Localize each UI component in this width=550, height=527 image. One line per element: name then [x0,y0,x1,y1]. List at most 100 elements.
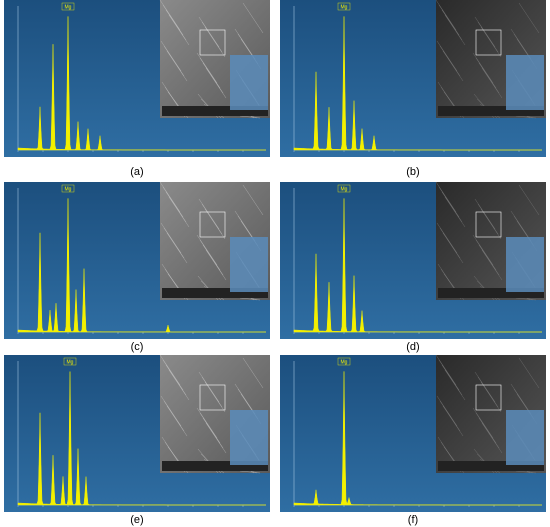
image-texture [168,196,190,228]
image-texture [239,115,261,119]
image-texture [436,40,458,72]
image-texture [205,67,227,99]
peak-label: Mg [67,360,74,366]
peak-label-box [61,184,75,193]
image-texture [162,359,184,391]
image-texture [196,407,218,439]
spectrum-panel: Mg [4,0,270,157]
image-texture [441,9,463,41]
image-texture [202,62,224,94]
image-scalebar [438,106,544,116]
panel-caption: (b) [406,166,420,178]
image-texture [474,371,496,403]
image-texture [162,4,184,36]
image-texture [168,14,190,46]
spectrum-plot: Mg [280,0,546,157]
peak-label: Mg [341,360,348,366]
image-scalebar [162,106,268,116]
image-texture [510,383,532,415]
image-texture [234,383,256,415]
results-table [506,237,544,292]
spectrum-panel: Mg [4,181,270,339]
image-texture [435,354,457,386]
image-texture [168,369,190,401]
spectrum [17,198,266,333]
image-scalebar [438,288,544,298]
image-texture [438,4,460,36]
image-texture [166,50,188,82]
image-texture [242,184,264,216]
image-texture [163,400,185,432]
results-table [506,410,544,465]
selection-box [475,211,502,238]
image-texture [478,62,500,94]
image-texture [441,191,463,223]
image-texture [163,227,185,259]
spectrum-panel: Mg [280,181,546,339]
selection-box [199,384,226,411]
image-texture [478,244,500,276]
image-texture [165,9,187,41]
image-texture [202,244,224,276]
image-texture [204,26,226,58]
image-texture [481,422,503,454]
image-texture [477,203,499,235]
image-texture [234,210,256,242]
panel-caption: (f) [407,514,419,526]
spectrum [293,198,542,333]
peak-label: Mg [341,5,348,11]
image-texture [436,395,458,427]
image-texture [202,417,224,449]
image-texture [474,198,496,230]
image-texture [166,232,188,264]
spectrum-plot: Mg [280,354,546,512]
image-scalebar [162,461,268,471]
peak-label: Mg [65,187,72,193]
image-texture [439,400,461,432]
selection-box [199,29,226,56]
image-texture [435,0,457,31]
image-texture [475,412,497,444]
image-texture [196,234,218,266]
image-texture [442,50,464,82]
selection-box [199,211,226,238]
image-texture [515,470,537,474]
image-texture [442,232,464,264]
image-texture [438,186,460,218]
image-texture [159,354,181,386]
image-texture [472,52,494,84]
image-texture [444,369,466,401]
image-texture [481,67,503,99]
image-texture [475,239,497,271]
image-texture [436,222,458,254]
image-texture [162,186,184,218]
panel-caption: (a) [130,166,144,178]
image-texture [160,395,182,427]
image-texture [198,371,220,403]
image-texture [518,184,540,216]
image-texture [198,16,220,48]
image-texture [481,249,503,281]
image-texture [474,16,496,48]
peak-label-box [337,184,351,193]
results-table [506,55,544,110]
spectrum [293,16,542,151]
image-texture [439,227,461,259]
image-texture [163,45,185,77]
image-scalebar [162,288,268,298]
image-texture [205,249,227,281]
image-texture [444,14,466,46]
image-texture [242,2,264,34]
image-texture [160,222,182,254]
results-table [230,410,268,465]
image-texture [204,208,226,240]
image-scalebar [438,461,544,471]
image-texture [160,40,182,72]
image-texture [515,297,537,301]
peak-label-box [63,357,77,366]
peak-label-box [61,2,75,11]
spectrum-plot: Mg [280,181,546,339]
spectrum-panel: Mg [280,0,546,157]
spectrum-panel: Mg [280,354,546,512]
